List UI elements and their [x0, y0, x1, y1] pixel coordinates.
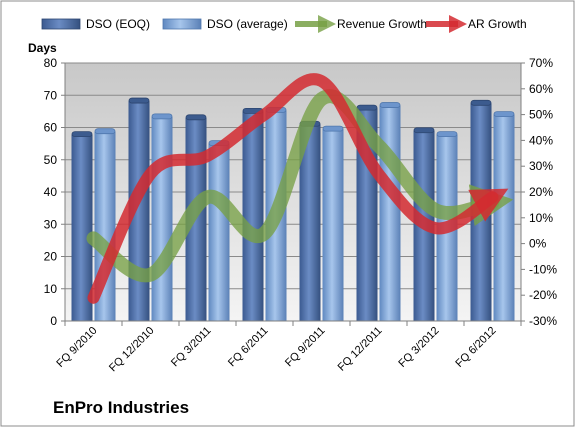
company-name: EnPro Industries	[53, 398, 190, 417]
y2-tick-label: 60%	[529, 82, 553, 96]
legend-label: DSO (EOQ)	[86, 17, 150, 31]
legend-item-ar-growth: AR Growth	[426, 15, 527, 33]
y-tick-label: 10	[44, 282, 58, 296]
y2-tick-label: 20%	[529, 185, 553, 199]
y2-tick-label: 70%	[529, 56, 553, 70]
y-tick-label: 30	[44, 217, 58, 231]
bar-dso-average-fq-12-2010	[151, 113, 173, 321]
legend-label: Revenue Growth	[337, 17, 427, 31]
y2-tick-label: 40%	[529, 133, 553, 147]
y2-tick-labels: -30% -20% -10% 0% 10% 20% 30% 40% 50% 60% 70%	[521, 56, 557, 328]
y2-tick-label: 0%	[529, 237, 547, 251]
bar-dso-average-fq-6-2012	[493, 111, 515, 321]
y-tick-label: 0	[50, 314, 57, 328]
bar-dso-eoq-fq-9-2010	[71, 131, 93, 321]
y2-tick-label: 50%	[529, 108, 553, 122]
legend-swatch	[41, 18, 81, 30]
legend-swatch	[162, 18, 202, 30]
y-tick-label: 40	[44, 185, 58, 199]
line-revenue-growth	[86, 89, 514, 283]
y2-tick-label: -20%	[529, 288, 557, 302]
y-tick-label: 80	[44, 56, 58, 70]
bar-dso-eoq-fq-6-2011	[242, 107, 264, 321]
bar-dso-average-fq-12-2011	[379, 102, 401, 321]
y-tick-label: 60	[44, 121, 58, 135]
legend-item-dso-eoq: DSO (EOQ)	[41, 17, 150, 31]
y-tick-label: 70	[44, 88, 58, 102]
legend-item-revenue-growth: Revenue Growth	[295, 15, 427, 33]
y2-tick-label: 30%	[529, 159, 553, 173]
legend: DSO (EOQ) DSO (average) Revenue Growth AR G…	[41, 15, 527, 33]
y2-tick-label: -10%	[529, 262, 557, 276]
y-tick-label: 20	[44, 250, 58, 264]
line-ar-growth	[87, 73, 509, 304]
y-tick-label: 50	[44, 153, 58, 167]
legend-item-dso-average: DSO (average)	[162, 17, 288, 31]
y2-tick-label: -30%	[529, 314, 557, 328]
y-tick-labels: 0 10 20 30 40 50 60 70 80	[44, 56, 65, 328]
growth-lines	[86, 73, 514, 304]
bar-dso-average-fq-3-2011	[208, 140, 230, 321]
y-axis-label: Days	[28, 41, 57, 55]
y2-tick-label: 10%	[529, 211, 553, 225]
bar-dso-average-fq-9-2011	[322, 125, 344, 321]
legend-label: AR Growth	[468, 17, 527, 31]
legend-label: DSO (average)	[207, 17, 288, 31]
